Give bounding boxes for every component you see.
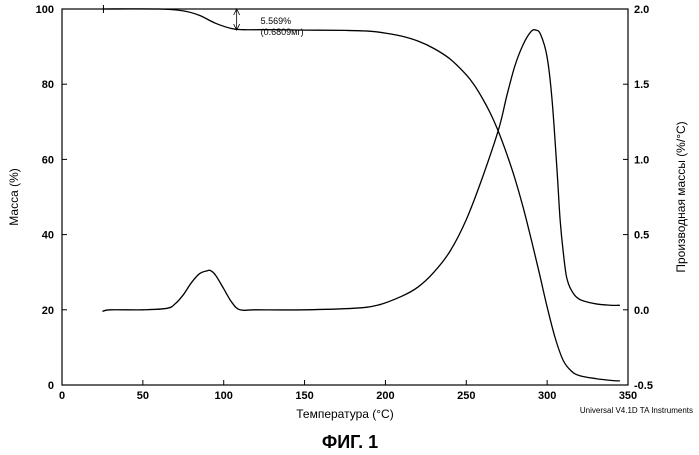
- x-tick-label: 200: [376, 390, 394, 402]
- right-y-tick-label: 2.0: [634, 4, 649, 16]
- x-tick-label: 250: [457, 390, 475, 402]
- x-tick-label: 50: [137, 390, 149, 402]
- derivative-curve: [102, 30, 620, 312]
- right-y-tick-label: 0.0: [634, 305, 649, 317]
- left-y-tick-label: 20: [42, 305, 54, 317]
- left-y-tick-label: 100: [36, 4, 54, 16]
- left-y-axis-title: Масса (%): [7, 168, 21, 225]
- right-y-tick-label: 1.0: [634, 154, 649, 166]
- x-tick-label: 0: [59, 390, 65, 402]
- mass-curve: [102, 9, 620, 381]
- right-y-tick-label: 1.5: [634, 79, 649, 91]
- plot-area-frame: [62, 9, 628, 385]
- mass-loss-annotation: 5.569% (0.6809мг): [103, 5, 303, 37]
- left-y-tick-label: 40: [42, 230, 54, 242]
- x-tick-label: 100: [215, 390, 233, 402]
- x-tick-label: 300: [538, 390, 556, 402]
- figure-caption: ФИГ. 1: [322, 432, 378, 452]
- x-axis-title: Температура (°C): [296, 407, 393, 421]
- right-y-tick-label: 0.5: [634, 230, 649, 242]
- left-y-tick-label: 0: [48, 380, 54, 392]
- x-axis-ticks: 050100150200250300350: [59, 380, 637, 402]
- left-y-tick-label: 60: [42, 154, 54, 166]
- annotation-percent: 5.569%: [261, 16, 292, 26]
- x-tick-label: 150: [295, 390, 313, 402]
- tga-chart: 050100150200250300350 020406080100 -0.50…: [0, 0, 699, 455]
- annotation-mass: (0.6809мг): [261, 27, 304, 37]
- right-y-axis-title: Производная массы (%/°C): [674, 121, 688, 272]
- instrument-credit: Universal V4.1D TA Instruments: [580, 406, 693, 415]
- left-y-tick-label: 80: [42, 79, 54, 91]
- right-y-tick-label: -0.5: [634, 380, 653, 392]
